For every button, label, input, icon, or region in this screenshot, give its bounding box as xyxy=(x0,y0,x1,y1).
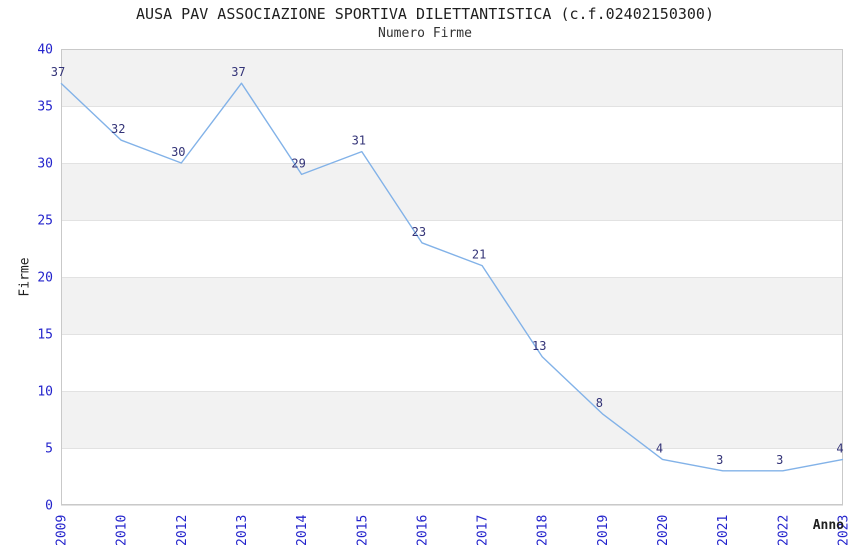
data-label: 21 xyxy=(472,248,486,262)
data-label: 4 xyxy=(836,441,843,455)
data-label: 4 xyxy=(656,441,663,455)
y-tick-label: 20 xyxy=(37,271,53,286)
plot-band xyxy=(61,49,843,106)
data-label: 13 xyxy=(532,339,546,353)
x-tick-label: 2013 xyxy=(235,515,250,546)
chart-subtitle: Numero Firme xyxy=(378,26,472,41)
x-tick-label: 2022 xyxy=(776,515,791,546)
x-tick-label: 2015 xyxy=(355,515,370,546)
y-tick-label: 40 xyxy=(37,43,53,58)
x-tick-label: 2017 xyxy=(476,515,491,546)
x-tick-label: 2009 xyxy=(55,515,70,546)
data-label: 23 xyxy=(412,225,426,239)
data-label: 3 xyxy=(776,453,783,467)
x-axis-title: Anno xyxy=(812,518,844,533)
x-tick-label: 2018 xyxy=(536,515,551,546)
y-tick-label: 15 xyxy=(37,328,53,343)
plot-border xyxy=(61,49,843,505)
data-label: 30 xyxy=(171,145,185,159)
data-label: 29 xyxy=(291,156,305,170)
plot-band xyxy=(61,163,843,220)
plot-band xyxy=(61,277,843,334)
x-tick-label: 2016 xyxy=(415,515,430,546)
data-label: 37 xyxy=(51,65,65,79)
plot-band xyxy=(61,391,843,448)
data-label: 3 xyxy=(716,453,723,467)
x-tick-label: 2019 xyxy=(596,515,611,546)
data-label: 37 xyxy=(231,65,245,79)
x-tick-label: 2014 xyxy=(295,515,310,546)
x-tick-label: 2012 xyxy=(175,515,190,546)
y-tick-label: 0 xyxy=(45,499,53,514)
y-tick-label: 10 xyxy=(37,385,53,400)
data-label: 8 xyxy=(596,396,603,410)
y-tick-label: 30 xyxy=(37,157,53,172)
x-tick-label: 2023 xyxy=(837,515,850,546)
y-tick-label: 5 xyxy=(45,442,53,457)
chart-title: AUSA PAV ASSOCIAZIONE SPORTIVA DILETTANT… xyxy=(136,5,714,23)
y-tick-label: 25 xyxy=(37,214,53,229)
x-tick-label: 2020 xyxy=(656,515,671,546)
x-tick-label: 2010 xyxy=(115,515,130,546)
x-tick-label: 2021 xyxy=(716,515,731,546)
data-label: 32 xyxy=(111,122,125,136)
y-tick-label: 35 xyxy=(37,100,53,115)
data-line xyxy=(60,82,844,472)
data-label: 31 xyxy=(352,134,366,148)
